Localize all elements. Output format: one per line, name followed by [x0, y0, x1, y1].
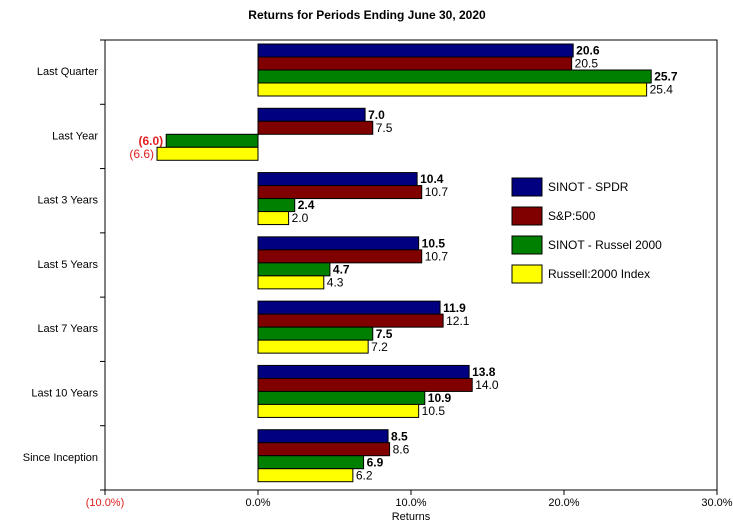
- x-tick-label: 10.0%: [395, 497, 426, 509]
- legend-label: SINOT - SPDR: [548, 180, 629, 194]
- y-tick-label: Last 10 Years: [31, 387, 98, 399]
- bar: [257, 249, 423, 264]
- plot-frame: [104, 39, 718, 491]
- x-tick-label: (10.0%): [86, 497, 125, 509]
- y-tick-label: Last 5 Years: [37, 259, 98, 271]
- bar: [257, 390, 426, 405]
- y-tick-label: Last 7 Years: [37, 323, 98, 335]
- bar: [257, 339, 369, 354]
- bar: [257, 313, 444, 328]
- bar: [257, 56, 573, 71]
- value-label: 13.8: [472, 365, 496, 379]
- x-tick-label: 0.0%: [245, 497, 270, 509]
- value-label: 10.5: [422, 404, 446, 418]
- value-label: 2.4: [298, 198, 315, 212]
- legend-swatch: [511, 264, 543, 284]
- legend-swatch: [511, 206, 543, 226]
- value-label: 11.9: [443, 301, 466, 315]
- value-label: 10.7: [425, 250, 449, 264]
- value-label: (6.0): [139, 134, 164, 148]
- bar: [257, 455, 365, 470]
- bar: [257, 403, 420, 418]
- value-label: 10.4: [420, 172, 444, 186]
- value-label: 10.5: [422, 237, 446, 251]
- legend-label: Russell:2000 Index: [548, 267, 650, 281]
- value-label: 8.5: [391, 429, 408, 443]
- value-label: (6.6): [129, 147, 154, 161]
- bar: [257, 468, 354, 483]
- bar: [257, 211, 290, 226]
- value-label: 4.3: [327, 276, 344, 290]
- value-label: 20.6: [576, 44, 600, 58]
- value-label: 8.6: [393, 442, 410, 456]
- bar: [257, 185, 423, 200]
- bar: [257, 326, 374, 341]
- value-label: 10.9: [428, 391, 452, 405]
- value-label: 7.0: [368, 108, 385, 122]
- bar: [257, 442, 391, 457]
- bar: [257, 262, 331, 277]
- bar: [257, 429, 389, 444]
- legend-swatch: [511, 177, 543, 197]
- bar: [156, 146, 259, 161]
- chart-title: Returns for Periods Ending June 30, 2020: [248, 8, 486, 22]
- y-tick-label: Since Inception: [23, 452, 98, 464]
- value-label: 25.7: [654, 70, 678, 84]
- bar: [257, 82, 648, 97]
- value-label: 12.1: [446, 314, 470, 328]
- bar: [257, 172, 418, 187]
- y-tick-label: Last Year: [52, 130, 98, 142]
- legend-swatch: [511, 235, 543, 255]
- value-label: 7.5: [376, 121, 393, 135]
- y-tick-label: Last 3 Years: [37, 195, 98, 207]
- y-tick-label: Last Quarter: [37, 66, 98, 78]
- bar: [257, 364, 470, 379]
- bar: [257, 198, 296, 213]
- value-label: 6.2: [356, 468, 373, 482]
- bar: [257, 236, 420, 251]
- bar: [257, 377, 473, 392]
- x-axis-label: Returns: [392, 511, 431, 523]
- x-tick-label: 20.0%: [548, 497, 579, 509]
- value-label: 7.5: [376, 327, 393, 341]
- bar: [257, 107, 366, 122]
- value-label: 25.4: [650, 83, 674, 97]
- bar: [165, 133, 259, 148]
- value-label: 10.7: [425, 185, 449, 199]
- bar: [257, 120, 374, 135]
- value-label: 6.9: [367, 455, 384, 469]
- bar: [257, 43, 574, 58]
- x-tick-label: 30.0%: [701, 497, 732, 509]
- value-label: 2.0: [292, 211, 309, 225]
- value-label: 4.7: [333, 263, 350, 277]
- value-label: 7.2: [371, 340, 388, 354]
- bar: [257, 69, 652, 84]
- bar: [257, 300, 441, 315]
- value-label: 20.5: [575, 57, 599, 71]
- legend-label: SINOT - Russel 2000: [548, 238, 662, 252]
- bar: [257, 275, 325, 290]
- value-label: 14.0: [475, 378, 499, 392]
- legend-label: S&P:500: [548, 209, 596, 223]
